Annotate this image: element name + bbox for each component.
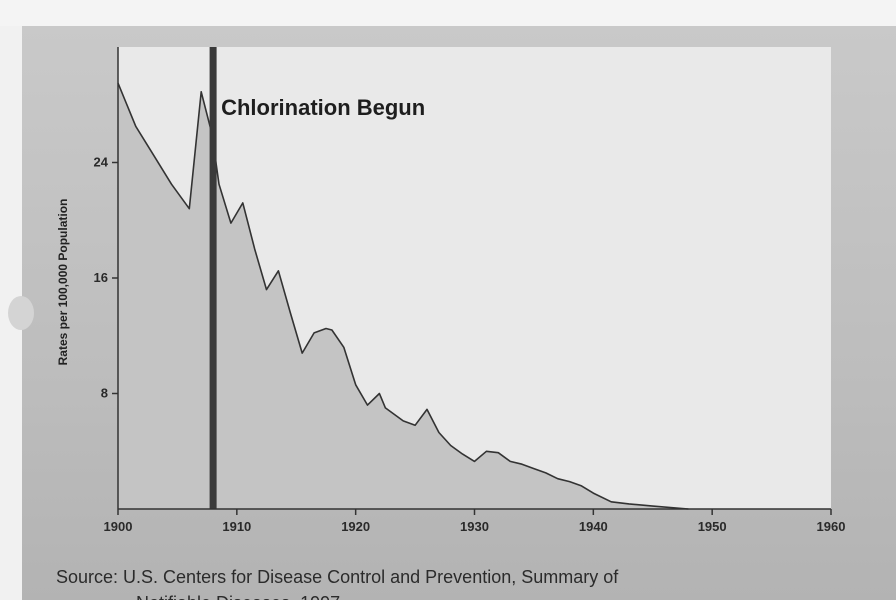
x-tick-label-1910: 1910 (222, 519, 251, 534)
marker-layer: Chlorination Begun (209, 47, 425, 509)
x-tick-label-1920: 1920 (341, 519, 370, 534)
chlorination-marker-bar (209, 47, 217, 509)
y-tick-label-24: 24 (94, 155, 109, 170)
x-tick-label-1950: 1950 (698, 519, 727, 534)
annotation-label-0: Chlorination Begun (221, 95, 425, 120)
x-tick-label-1900: 1900 (104, 519, 133, 534)
browser-top-strip (0, 0, 896, 26)
source-line-2: Notifiable Diseases, 1997 (56, 590, 876, 600)
tick-layer: 1900 1910 1920 1930 1940 1950 1960 8 16 24 (94, 155, 846, 535)
y-axis-label: Rates per 100,000 Population (56, 199, 70, 366)
label-layer: Rates per 100,000 Population (56, 199, 70, 366)
source-note: Source: U.S. Centers for Disease Control… (56, 564, 876, 600)
series-line-0 (117, 82, 689, 510)
source-line-1: Source: U.S. Centers for Disease Control… (56, 567, 619, 587)
area-layer (117, 82, 689, 510)
x-tick-label-1930: 1930 (460, 519, 489, 534)
y-tick-label-16: 16 (94, 270, 108, 285)
x-tick-label-1940: 1940 (579, 519, 608, 534)
series-area-0 (118, 83, 689, 509)
left-edge-handle (8, 296, 34, 330)
y-tick-label-8: 8 (101, 386, 108, 401)
x-tick-label-1960: 1960 (817, 519, 846, 534)
